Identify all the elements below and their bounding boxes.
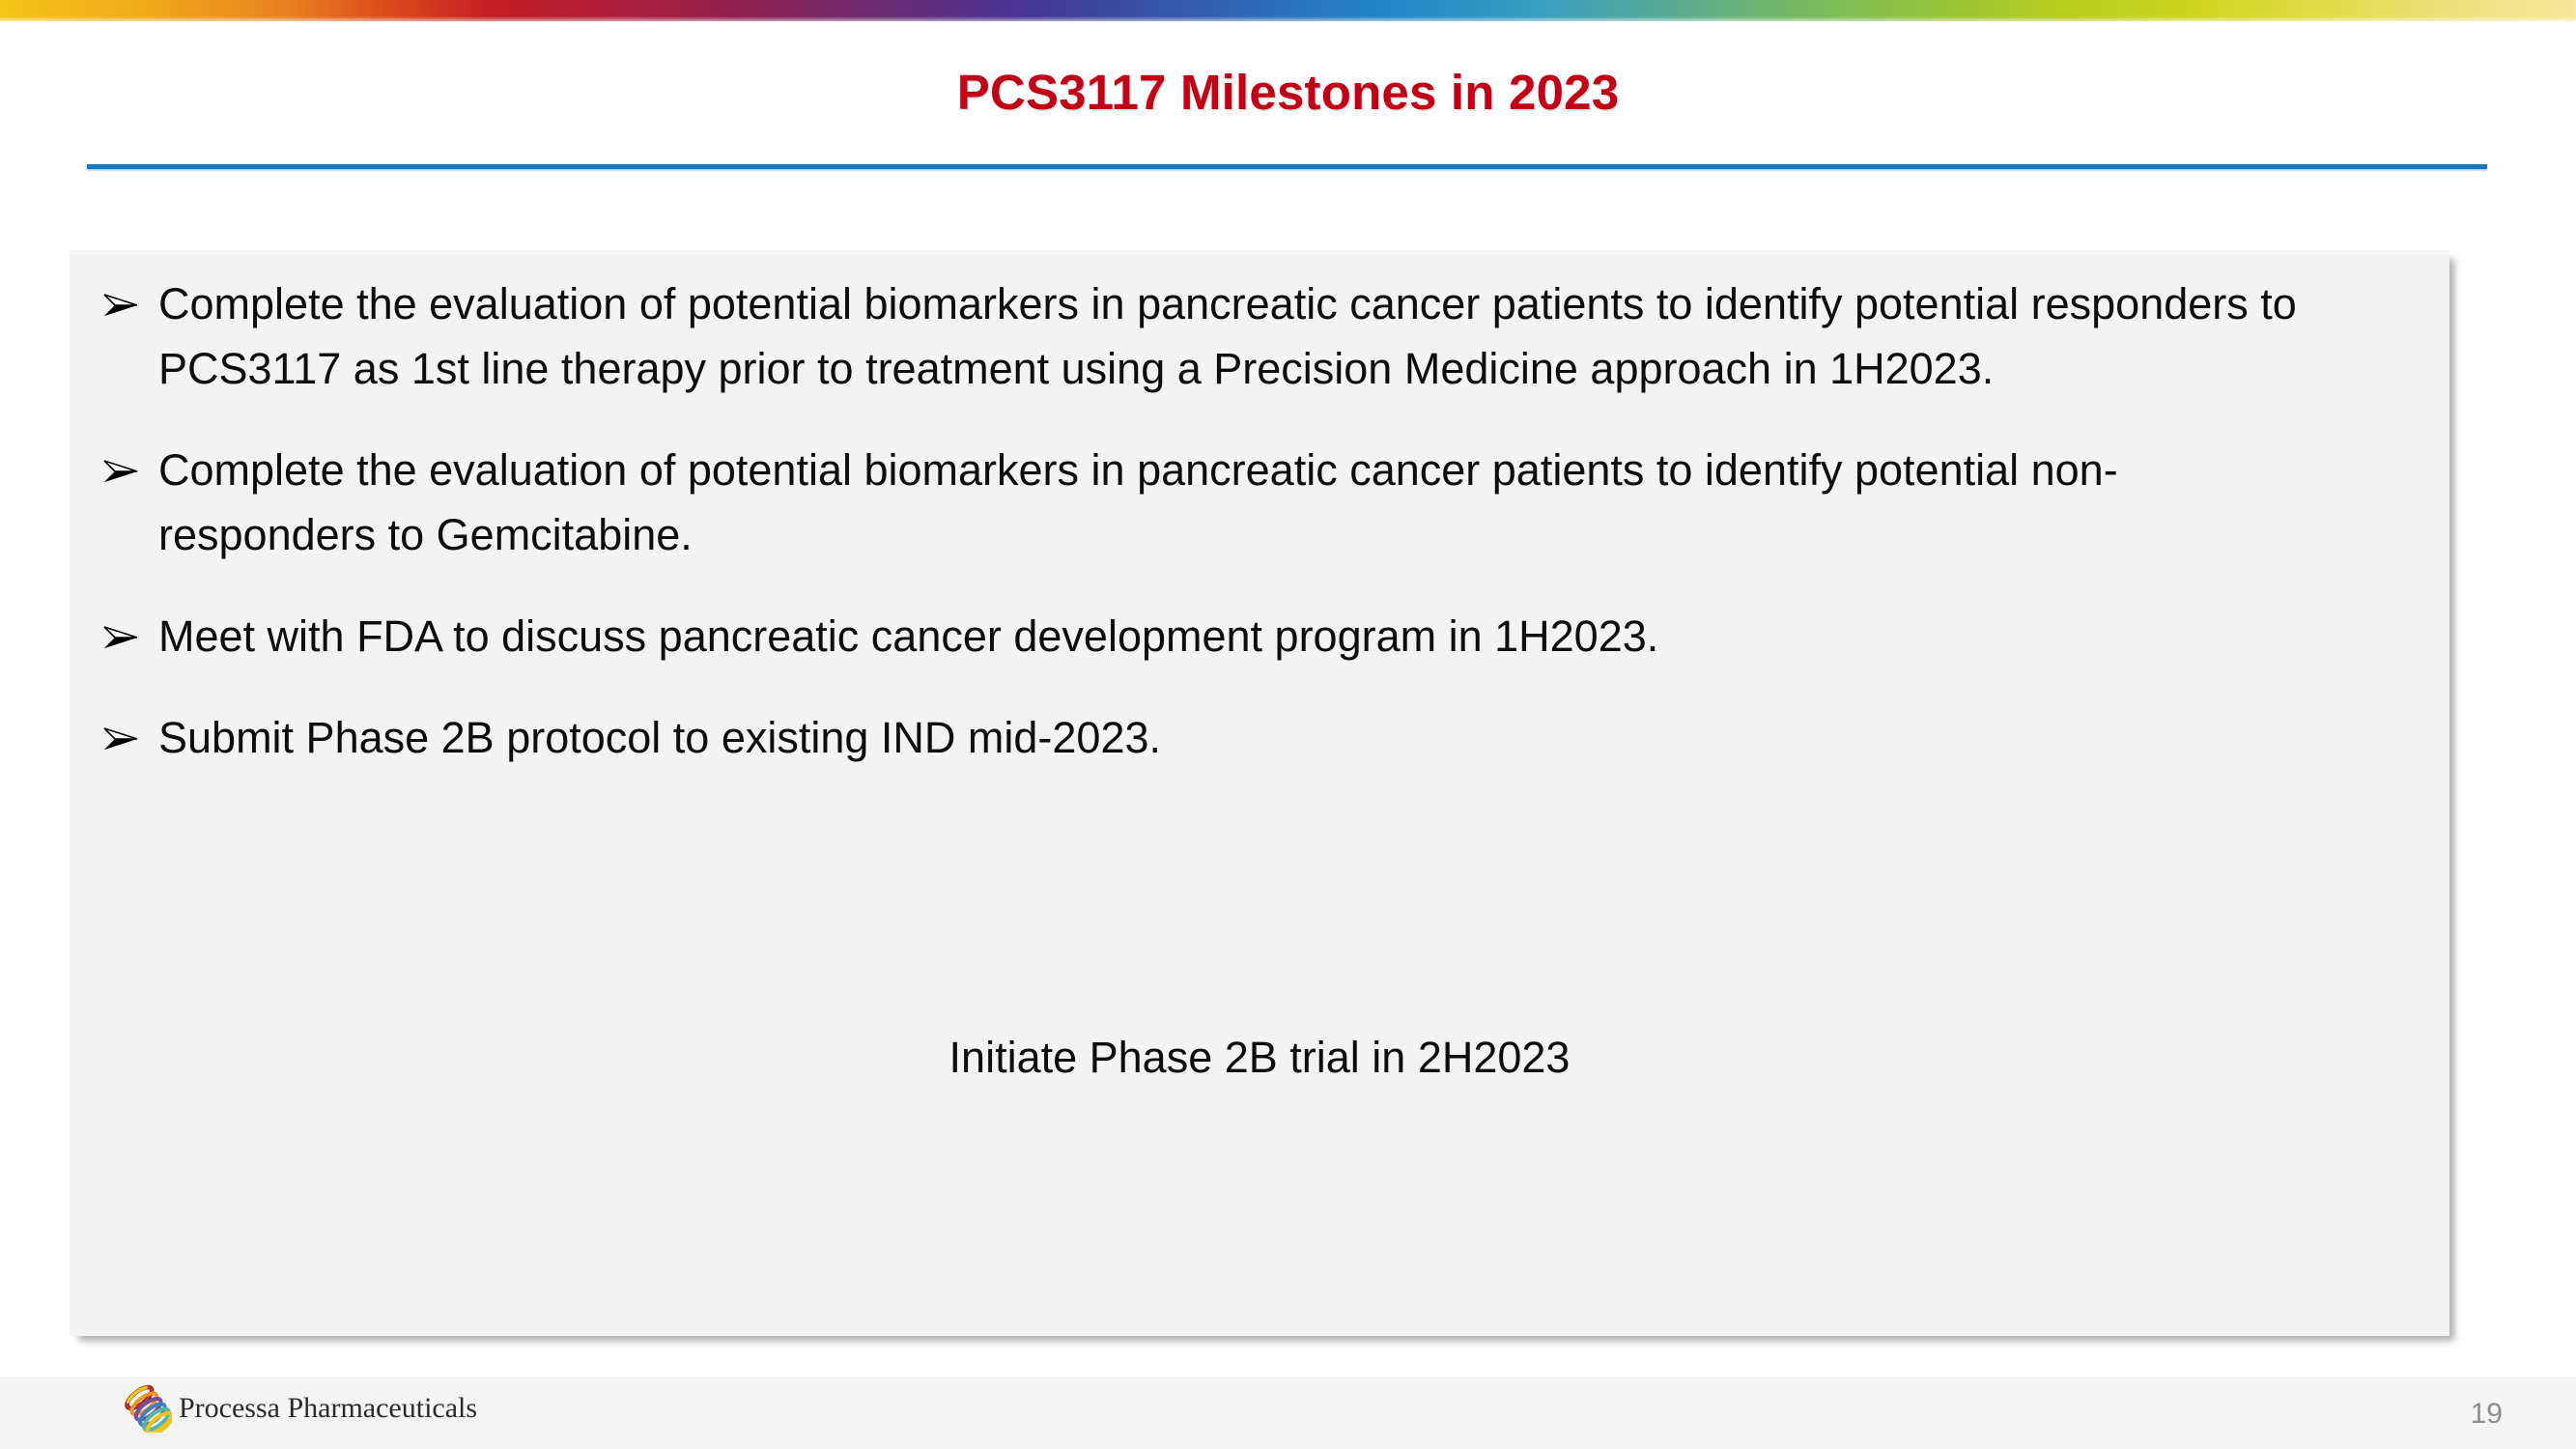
- list-item-text: Complete the evaluation of potential bio…: [158, 445, 2118, 559]
- center-note-text: Initiate Phase 2B trial in 2H2023: [948, 1033, 1571, 1082]
- processa-swirl-logo-icon: [125, 1384, 172, 1433]
- slide-footer: Processa Pharmaceuticals 19: [0, 1377, 2576, 1449]
- page-number: 19: [2470, 1398, 2503, 1430]
- list-item: Submit Phase 2B protocol to existing IND…: [89, 705, 2339, 770]
- list-item: Complete the evaluation of potential bio…: [89, 438, 2339, 567]
- page-title: PCS3117 Milestones in 2023: [956, 65, 1620, 120]
- arrowhead-bullet-icon: [89, 438, 158, 484]
- list-item-text: Complete the evaluation of potential bio…: [158, 279, 2297, 393]
- arrowhead-bullet-icon: [89, 705, 158, 752]
- list-item-text: Submit Phase 2B protocol to existing IND…: [158, 713, 1162, 762]
- arrowhead-bullet-icon: [89, 604, 158, 650]
- list-item-text: Meet with FDA to discuss pancreatic canc…: [158, 611, 1659, 661]
- milestone-bullet-list: Complete the evaluation of potential bio…: [89, 271, 2339, 770]
- list-item: Complete the evaluation of potential bio…: [89, 271, 2339, 401]
- company-logo: Processa Pharmaceuticals: [124, 1384, 477, 1433]
- company-name-label: Processa Pharmaceuticals: [179, 1392, 478, 1424]
- title-divider: [87, 164, 2487, 169]
- arrowhead-bullet-icon: [89, 271, 158, 318]
- content-panel: Complete the evaluation of potential bio…: [70, 250, 2449, 1336]
- rainbow-gradient-bar-icon: [0, 0, 2576, 21]
- list-item: Meet with FDA to discuss pancreatic canc…: [89, 604, 2339, 668]
